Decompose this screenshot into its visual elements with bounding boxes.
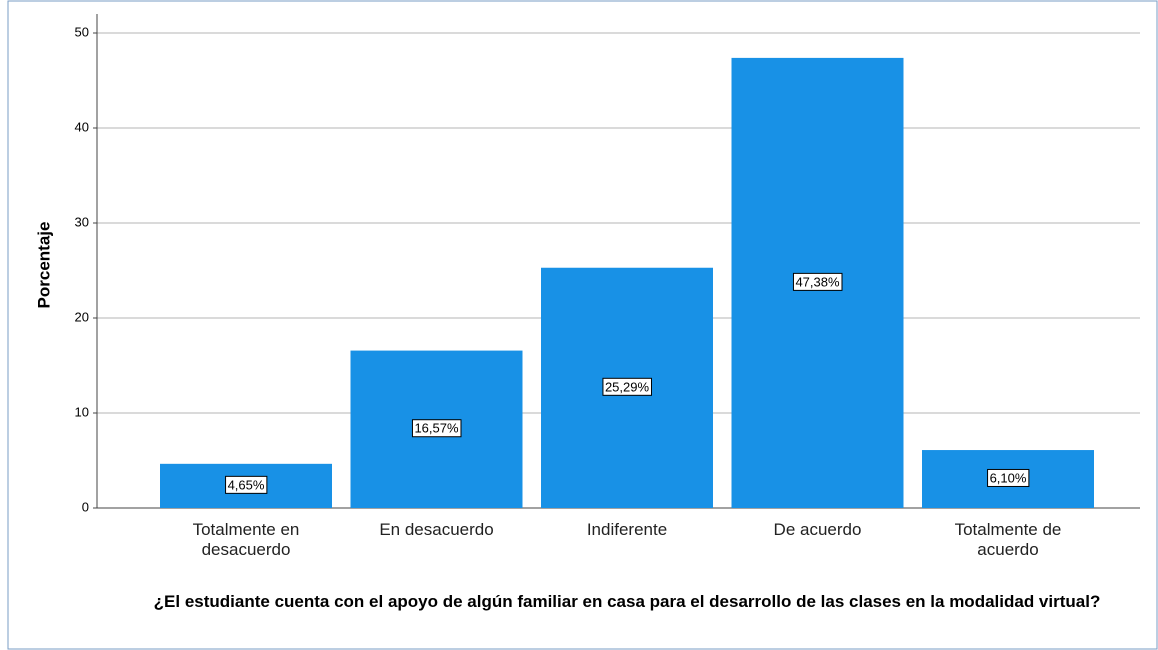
value-label-box [987, 468, 1030, 487]
y-tick-label: 40 [75, 119, 89, 134]
frame [7, 0, 1158, 650]
value-label: 4,65% [228, 477, 265, 492]
value-label-box [411, 419, 462, 438]
y-axis-title: Porcentaje [34, 222, 53, 309]
x-tick-label: Totalmente en desacuerdo [192, 520, 300, 559]
x-tick-label: Indiferente [586, 520, 668, 539]
value-label: 47,38% [795, 274, 840, 289]
value-label-box [792, 272, 843, 291]
value-label: 16,57% [414, 421, 459, 436]
y-tick-label: 10 [75, 404, 89, 419]
x-tick-label: En desacuerdo [379, 520, 494, 539]
x-axis-title: ¿El estudiante cuenta con el apoyo de al… [153, 592, 1101, 611]
y-tick-label: 0 [82, 499, 89, 514]
y-tick-label: 30 [75, 214, 89, 229]
value-label-box [225, 475, 268, 494]
value-label: 6,10% [990, 470, 1027, 485]
x-tick-label: De acuerdo [773, 520, 862, 539]
value-label-box [602, 377, 652, 396]
y-tick-label: 20 [75, 309, 89, 324]
value-label: 25,29% [605, 379, 650, 394]
x-tick-label: Totalmente de acuerdo [954, 520, 1062, 559]
y-tick-label: 50 [75, 24, 89, 39]
